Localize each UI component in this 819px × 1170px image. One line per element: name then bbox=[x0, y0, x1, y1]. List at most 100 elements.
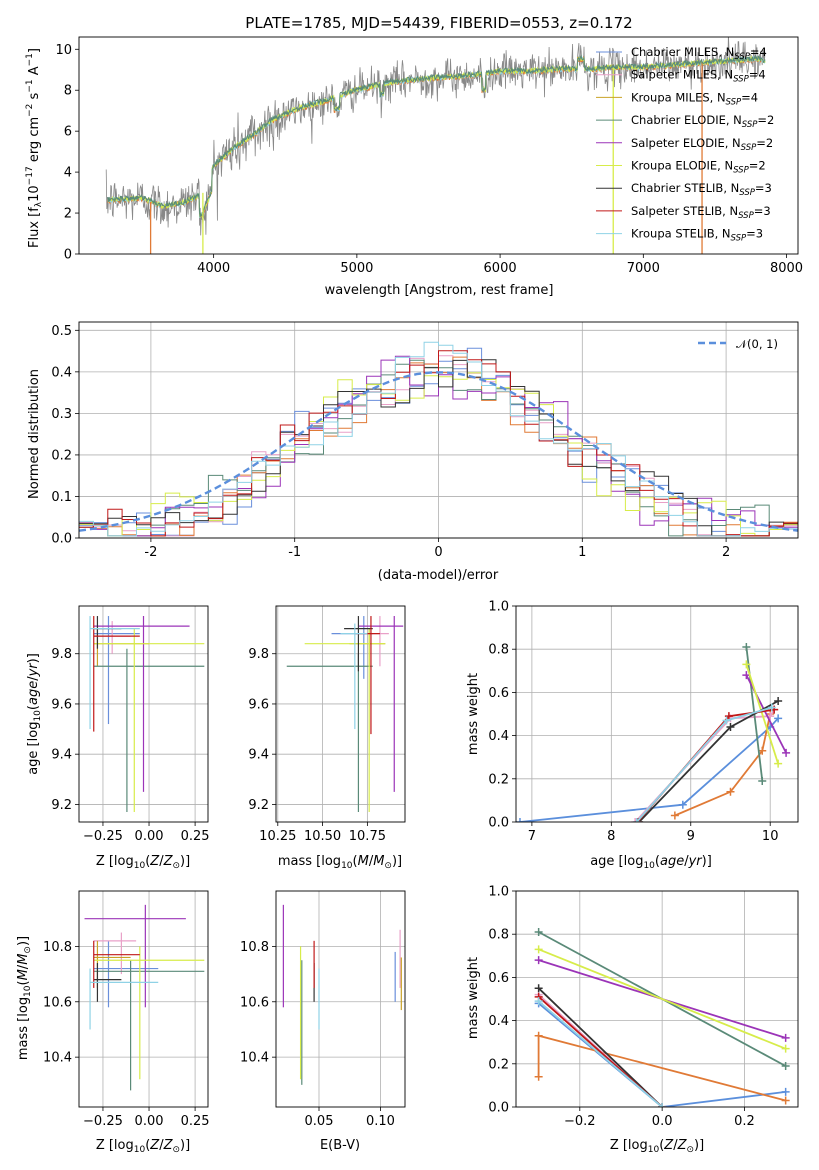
weight-series-kroupa-elodie bbox=[534, 945, 790, 1053]
weight-z-ylabel: mass weight bbox=[466, 957, 481, 1039]
legend-entry-chabrier-stelib: Chabrier STELIB, NSSP=3 bbox=[596, 181, 772, 198]
weight-marker bbox=[742, 643, 751, 652]
residuals-data bbox=[79, 341, 798, 537]
weight-marker bbox=[534, 1031, 543, 1040]
errorbar-point-kroupa-stelib bbox=[89, 616, 140, 730]
weight-series-chabrier-miles bbox=[516, 714, 783, 822]
axes-frame bbox=[78, 321, 799, 539]
residuals-ylabel: Normed distribution bbox=[27, 369, 42, 499]
residual-histogram-salpeter-stelib bbox=[79, 350, 798, 537]
weight-marker bbox=[678, 800, 687, 809]
weight-marker bbox=[516, 818, 524, 822]
weight-marker bbox=[781, 1033, 790, 1042]
axes-frame bbox=[78, 605, 209, 823]
y-tick-label: 10.8 bbox=[43, 940, 72, 955]
x-tick-label: 0.2 bbox=[734, 1114, 755, 1129]
normal-distribution-curve bbox=[79, 371, 798, 532]
spectrum-data bbox=[105, 37, 766, 254]
weight-marker bbox=[782, 748, 791, 757]
errorbar-point-kroupa-elodie bbox=[304, 628, 386, 812]
weight-series-kroupa-miles bbox=[534, 1031, 790, 1105]
legend-entry-salpeter-stelib: Salpeter STELIB, NSSP=3 bbox=[596, 204, 771, 221]
spectrum-legend: Chabrier MILES, NSSP=4 Salpeter MILES, NS… bbox=[596, 45, 774, 244]
age-vs-Z-axes: −0.25 0.00 0.25 9.2 9.4 9.6 9.8 bbox=[51, 605, 210, 844]
mass-vs-EBV-axes: 0.05 0.10 10.4 10.6 10.8 bbox=[240, 890, 406, 1129]
y-tick-label: 9.6 bbox=[248, 697, 269, 712]
x-tick-label: 0.25 bbox=[181, 1114, 210, 1129]
axes-frame bbox=[275, 890, 406, 1108]
y-tick-label: 10.6 bbox=[240, 995, 269, 1010]
weight-marker bbox=[658, 1103, 667, 1107]
weight-line bbox=[538, 1000, 663, 1107]
x-tick-label: -2 bbox=[144, 545, 157, 560]
x-tick-label: 0.0 bbox=[652, 1114, 673, 1129]
axes-frame bbox=[275, 605, 406, 823]
legend-label: 𝒩(0, 1) bbox=[736, 337, 778, 351]
y-tick-label: 10 bbox=[55, 43, 72, 58]
errorbar-point-salpeter-stelib bbox=[93, 616, 140, 732]
age-vs-Z-data bbox=[89, 616, 205, 812]
weight-line bbox=[674, 713, 772, 817]
age-vs-mass-axes: 10.25 10.50 10.75 9.2 9.4 9.6 9.8 bbox=[248, 605, 406, 844]
x-tick-label: 5000 bbox=[340, 261, 373, 276]
y-tick-label: 9.4 bbox=[51, 748, 72, 763]
model-spectrum-line bbox=[107, 54, 766, 218]
y-tick-label: 9.2 bbox=[248, 798, 269, 813]
errorbar-point-chabrier-stelib bbox=[344, 616, 373, 672]
y-tick-label: 0.6 bbox=[488, 971, 509, 986]
age-vs-Z-grid bbox=[79, 606, 208, 822]
spectrum-xlabel: wavelength [Angstrom, rest frame] bbox=[325, 283, 554, 298]
weight-marker bbox=[781, 1061, 790, 1070]
age-vs-mass-data bbox=[286, 616, 404, 812]
weight-vs-age-axes: 7 8 9 10 0.0 0.2 0.4 0.6 0.8 1.0 bbox=[488, 600, 799, 844]
age-vs-mass-grid bbox=[276, 606, 405, 822]
y-tick-label: 0 bbox=[64, 248, 72, 263]
weight-vs-Z-axes: −0.2 0.0 0.2 0.0 0.2 0.4 0.6 0.8 1.0 bbox=[488, 885, 799, 1129]
y-tick-label: 9.6 bbox=[51, 697, 72, 712]
y-tick-label: 0.5 bbox=[51, 324, 72, 339]
weight-marker bbox=[534, 997, 543, 1006]
weight-marker bbox=[534, 956, 543, 965]
weight-marker bbox=[726, 722, 735, 731]
residuals-xlabel: (data-model)/error bbox=[378, 568, 499, 583]
weight-vs-age-data bbox=[516, 643, 791, 822]
x-tick-label: 7000 bbox=[627, 261, 660, 276]
weight-marker bbox=[781, 1087, 790, 1096]
errorbar-point-salpeter-stelib bbox=[93, 940, 140, 988]
weight-marker bbox=[534, 945, 543, 954]
legend-entry-salpeter-elodie: Salpeter ELODIE, NSSP=2 bbox=[596, 136, 773, 153]
age-z-xlabel: Z [log10(Z/Z⊙)] bbox=[96, 854, 190, 871]
x-tick-label: 0.00 bbox=[135, 1114, 164, 1129]
weight-line bbox=[519, 717, 779, 822]
errorbar-point-kroupa-elodie bbox=[93, 946, 205, 1080]
errorbar-point-kroupa-stelib bbox=[340, 623, 368, 730]
y-tick-label: 10.6 bbox=[43, 995, 72, 1010]
errorbar-point-salpeter-elodie bbox=[93, 616, 190, 792]
y-tick-label: 0.2 bbox=[488, 1057, 509, 1072]
mass-vs-ebv-panel: 0.05 0.10 10.4 10.6 10.8 E(B-V) bbox=[240, 890, 406, 1153]
x-tick-label: 10 bbox=[762, 829, 779, 844]
weight-series-kroupa-stelib bbox=[632, 703, 776, 822]
y-tick-label: 8 bbox=[64, 84, 72, 99]
y-tick-label: 2 bbox=[64, 207, 72, 222]
weight-marker bbox=[633, 818, 642, 822]
x-tick-label: 8000 bbox=[770, 261, 803, 276]
x-tick-label: -1 bbox=[288, 545, 301, 560]
errorbar-point-chabrier-elodie bbox=[93, 648, 205, 812]
weight-age-ylabel: mass weight bbox=[466, 673, 481, 755]
mass-z-ylabel: mass [log10(M/M⊙)] bbox=[16, 936, 33, 1060]
y-tick-label: 0.2 bbox=[51, 448, 72, 463]
weight-marker bbox=[722, 716, 731, 725]
x-tick-label: 6000 bbox=[484, 261, 517, 276]
legend-label: Kroupa ELODIE, NSSP=2 bbox=[631, 159, 766, 176]
weight-line bbox=[745, 674, 787, 754]
weight-age-xlabel: age [log10(age/yr)] bbox=[590, 854, 712, 871]
weight-marker bbox=[631, 818, 640, 822]
x-tick-label: 0.10 bbox=[366, 1114, 395, 1129]
x-tick-label: −0.2 bbox=[564, 1114, 596, 1129]
legend-label: Chabrier ELODIE, NSSP=2 bbox=[631, 113, 774, 130]
residual-histogram-chabrier-elodie bbox=[79, 359, 798, 537]
x-tick-label: 0.00 bbox=[135, 829, 164, 844]
axes-frame bbox=[515, 605, 799, 823]
